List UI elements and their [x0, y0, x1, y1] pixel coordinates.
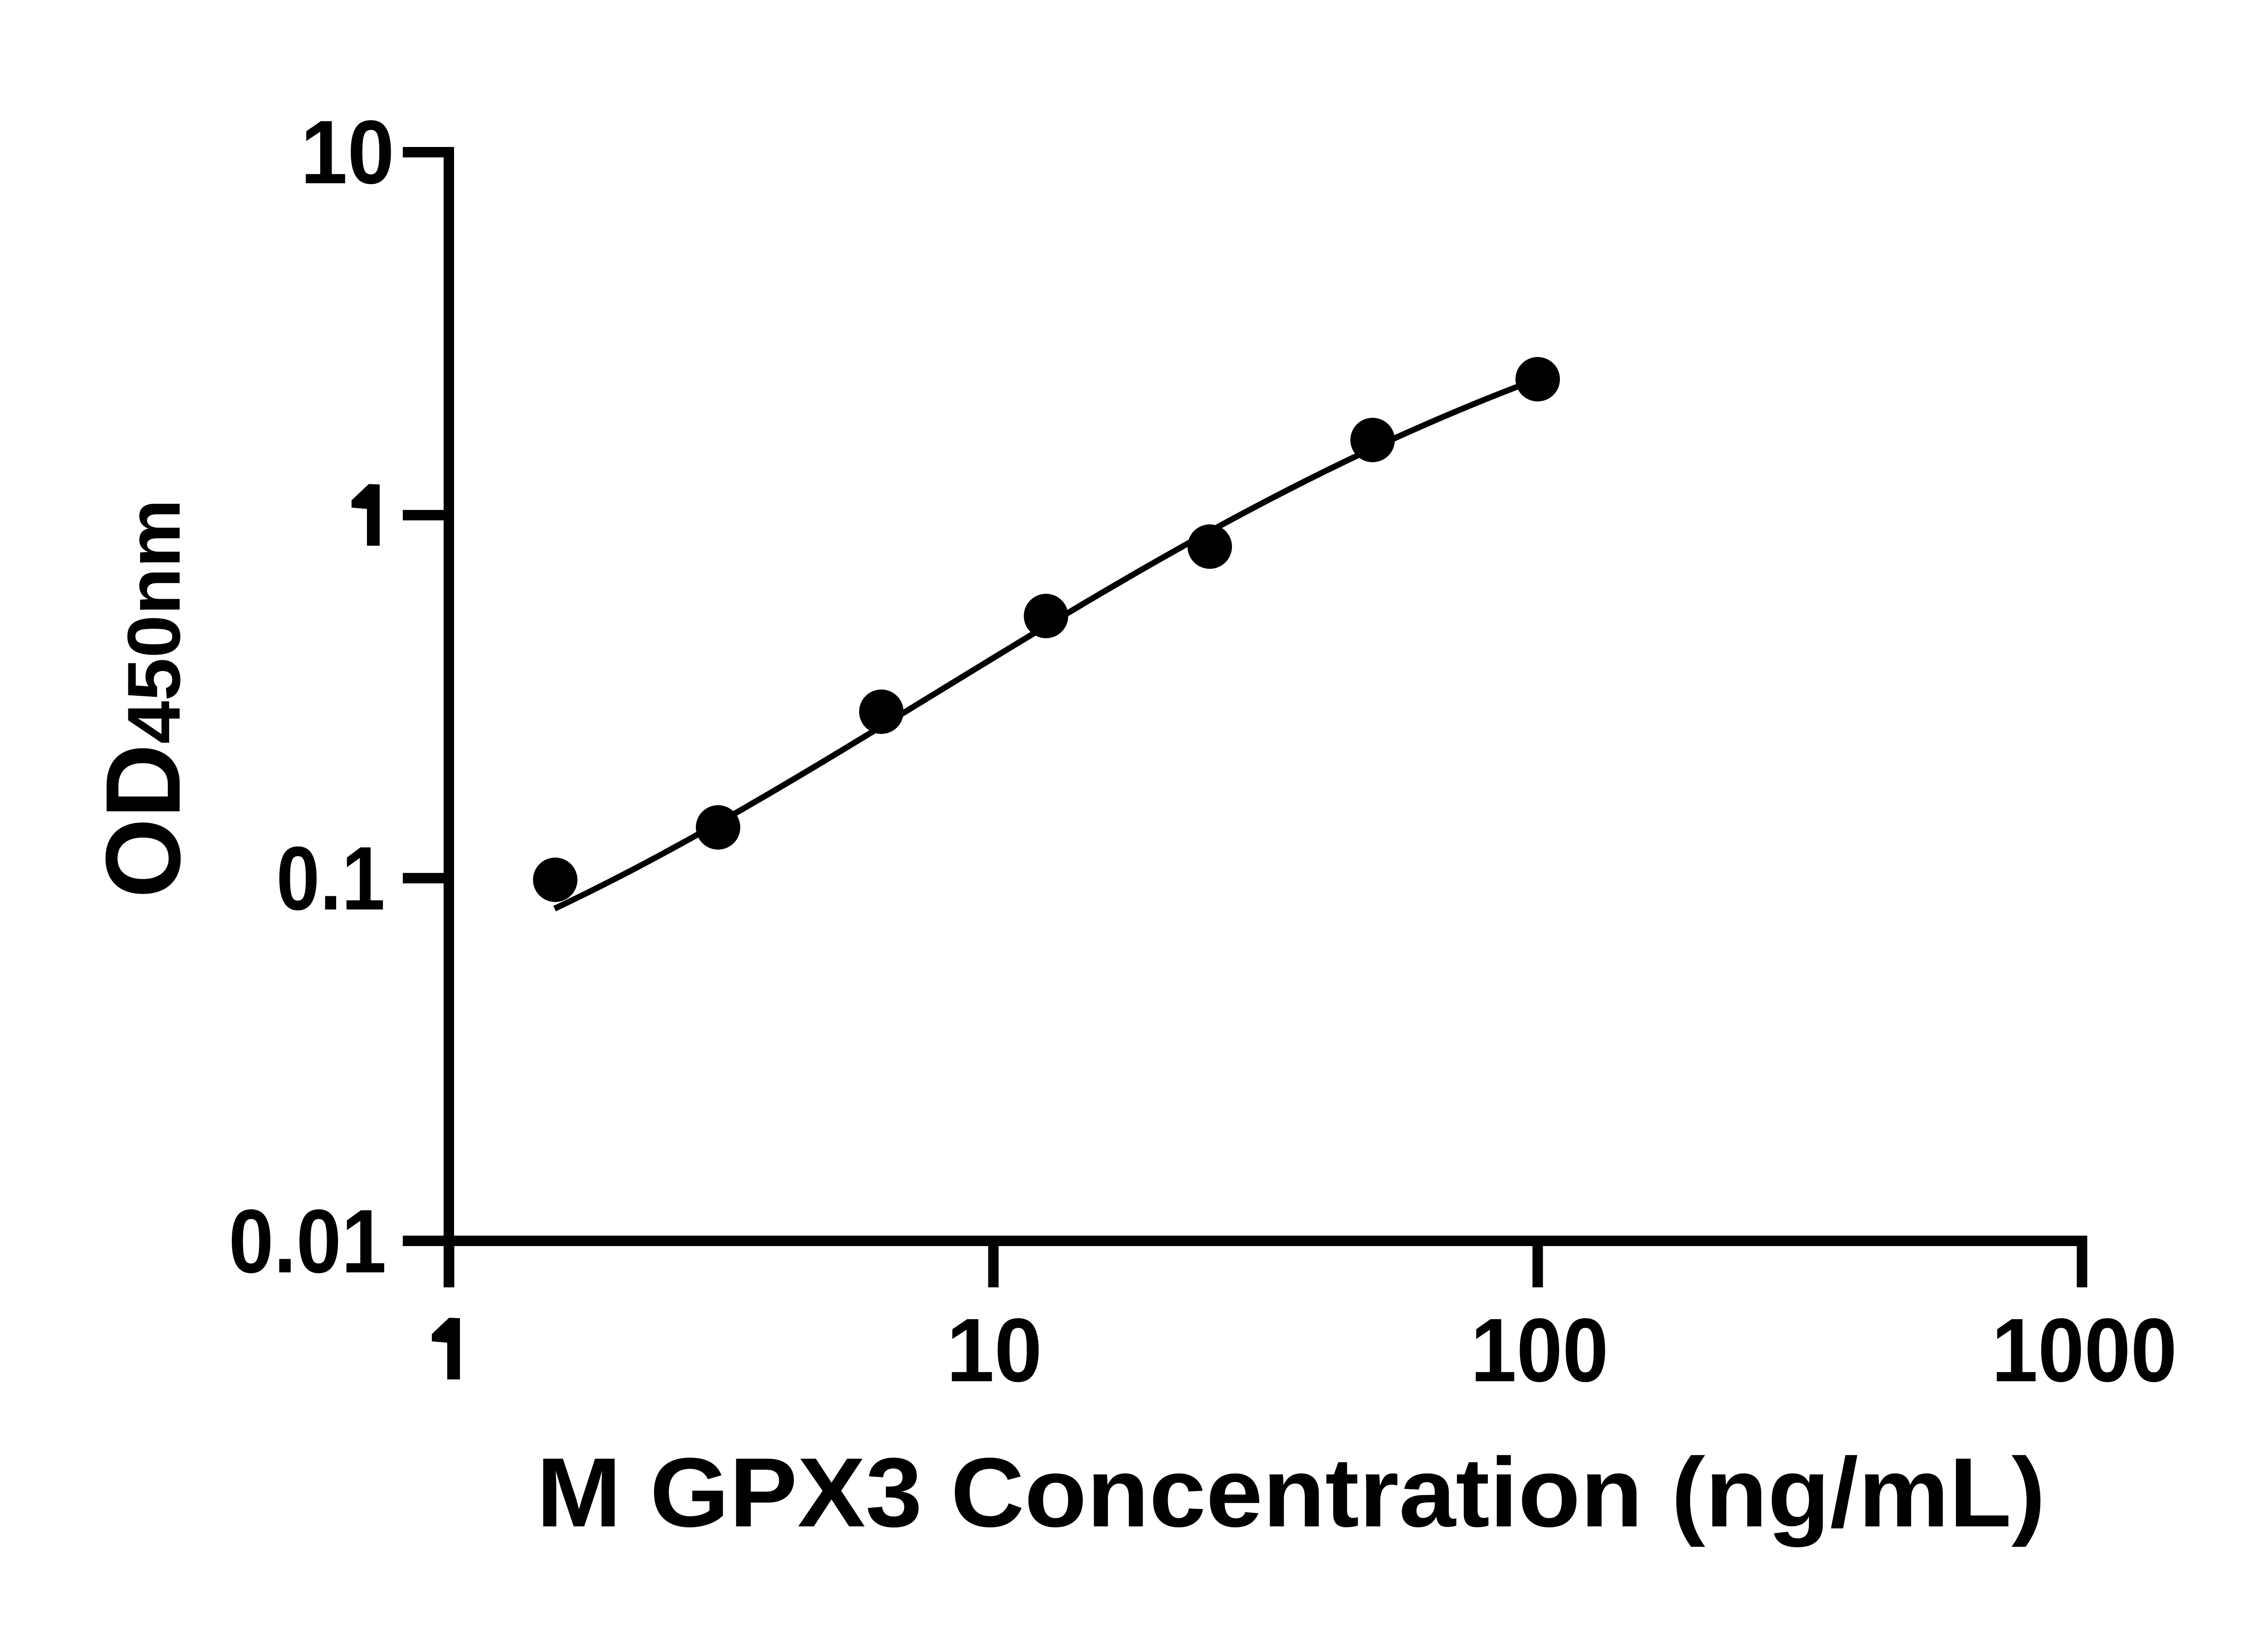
svg-text:10: 10 [301, 102, 395, 203]
svg-text:OD450nm: OD450nm [83, 499, 202, 898]
svg-text:0.01: 0.01 [229, 1191, 386, 1292]
svg-text:M GPX3 Concentration (ng/mL): M GPX3 Concentration (ng/mL) [537, 1437, 2046, 1547]
svg-text:1000: 1000 [1992, 1300, 2177, 1401]
svg-text:100: 100 [1471, 1300, 1608, 1401]
svg-text:10: 10 [947, 1300, 1042, 1401]
svg-text:0.1: 0.1 [276, 828, 385, 929]
